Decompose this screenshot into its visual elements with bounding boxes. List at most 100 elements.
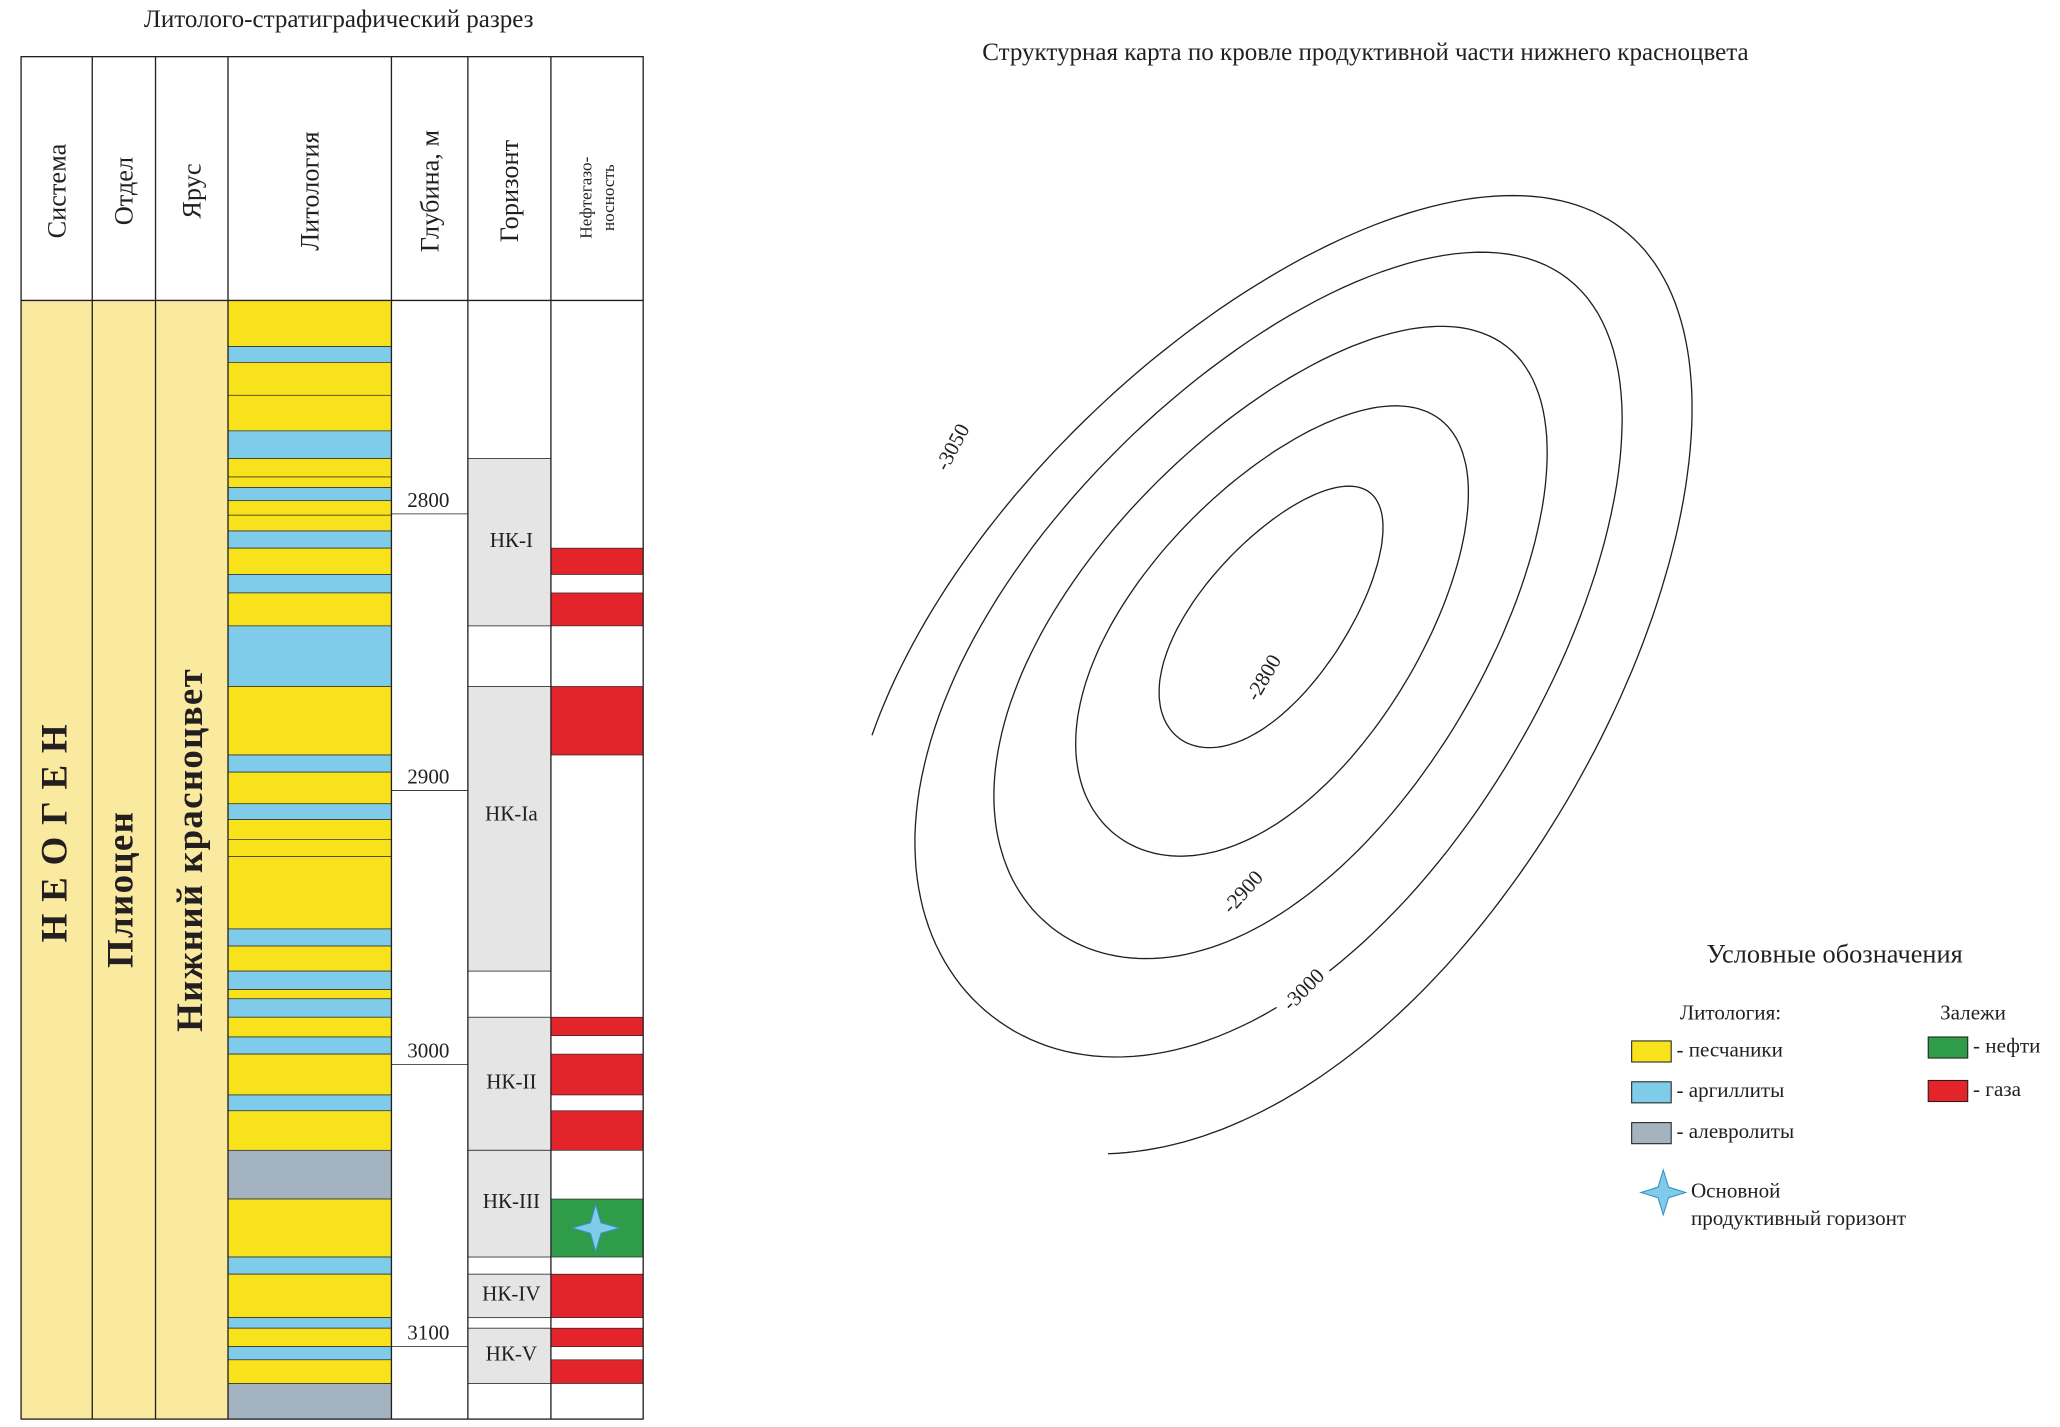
star-icon xyxy=(570,1202,622,1254)
lithology-band xyxy=(227,514,392,532)
lithology-band xyxy=(227,839,392,857)
table-frame xyxy=(20,55,644,1420)
gas-deposit xyxy=(550,1016,644,1036)
label-mask xyxy=(928,414,980,482)
star-icon xyxy=(1639,1168,1688,1217)
lithology-band xyxy=(227,1036,392,1055)
depth-label: 3000 xyxy=(407,1039,449,1063)
legend-item: продуктивный горизонт xyxy=(1691,1206,1906,1230)
lithology-band xyxy=(227,771,392,805)
lithology-band xyxy=(227,430,392,459)
lithology-band xyxy=(227,1016,392,1038)
lithology-band xyxy=(227,1149,392,1200)
contour xyxy=(993,325,1548,960)
swatch-siltstone xyxy=(1631,1122,1672,1145)
legend-title: Условные обозначения xyxy=(1707,940,1963,969)
column-header: носность xyxy=(599,164,618,231)
horizon-label: НК-I xyxy=(490,528,533,552)
column-header: Нефтегазо- xyxy=(577,156,596,238)
label-mask xyxy=(1239,645,1292,712)
horizon-box xyxy=(467,1016,552,1151)
legend-item: - аргиллиты xyxy=(1676,1078,1784,1102)
horizon-label: НК-IV xyxy=(482,1282,541,1306)
lithology-band xyxy=(227,574,392,594)
lithology-band xyxy=(227,487,392,502)
depth-label: 3100 xyxy=(407,1321,449,1345)
lithology-band xyxy=(227,1273,392,1318)
horizon-label: НК-V xyxy=(486,1342,538,1366)
contour xyxy=(871,194,1693,1155)
lithology-band xyxy=(227,989,392,1000)
label-mask xyxy=(1214,861,1275,925)
lithology-band xyxy=(227,1198,392,1258)
lithology-band xyxy=(227,346,392,363)
lithology-band xyxy=(227,500,392,516)
column-header: Система xyxy=(42,143,71,238)
column-header: Горизонт xyxy=(495,139,524,242)
legend-lithology-title: Литология: xyxy=(1680,1000,1781,1024)
horizon-label: НК-Ia xyxy=(485,801,538,825)
lithology-band xyxy=(227,928,392,947)
legend-item: - песчаники xyxy=(1676,1037,1782,1061)
lithology-band xyxy=(227,998,392,1018)
legend-item: Основной xyxy=(1691,1178,1780,1202)
strat-name: Н Е О Г Е Н xyxy=(33,723,74,942)
lithology-band xyxy=(227,592,392,627)
lithology-band xyxy=(227,945,392,972)
label-mask xyxy=(1274,960,1336,1022)
horizon-box xyxy=(467,458,552,627)
lithology-band xyxy=(227,803,392,820)
column-header: Глубина, м xyxy=(415,130,444,253)
strat-name: Плиоцен xyxy=(99,811,140,968)
strat-fill xyxy=(21,300,229,1420)
lithology-band xyxy=(227,1359,392,1384)
lithology-band xyxy=(227,1383,392,1420)
swatch-mudstone xyxy=(1631,1081,1672,1104)
gas-deposit xyxy=(550,1359,644,1384)
contour xyxy=(1158,485,1384,749)
lithology-band xyxy=(227,1094,392,1112)
horizon-box xyxy=(467,1273,552,1319)
lithology-band xyxy=(227,547,392,575)
gas-deposit xyxy=(550,1273,644,1318)
lithology-band xyxy=(227,686,392,756)
legend-item: - газа xyxy=(1973,1077,2022,1101)
lithology-band xyxy=(227,1317,392,1329)
strat-name: Нижний красноцвет xyxy=(169,668,210,1032)
lithology-band xyxy=(227,1110,392,1151)
lithology-band xyxy=(227,300,392,347)
horizon-label: НК-III xyxy=(483,1189,540,1213)
column-header: Отдел xyxy=(110,157,139,225)
horizon-label: НК-II xyxy=(486,1070,536,1094)
depth-label: 2800 xyxy=(407,488,449,512)
gas-deposit xyxy=(550,547,644,575)
lithology-band xyxy=(227,1053,392,1096)
structure-map: -3050-2800-2900-3000 xyxy=(871,194,1693,1155)
legend-item: - нефти xyxy=(1973,1033,2040,1057)
lithology-band xyxy=(227,754,392,773)
section-table: НК-I НК-Ia НК-II НК-III НК-IV НК-V 2800 2900 300… xyxy=(20,55,644,1420)
lithology-band xyxy=(227,1346,392,1361)
legend-item: - алевролиты xyxy=(1676,1119,1794,1143)
horizon-box xyxy=(467,686,552,972)
gas-deposit xyxy=(550,1110,644,1151)
depth-label: 2900 xyxy=(407,765,449,789)
column-header: Ярус xyxy=(177,163,206,218)
lithology-band xyxy=(227,394,392,432)
swatch-gas xyxy=(1927,1079,1969,1103)
gas-deposit xyxy=(550,686,644,756)
gas-deposit xyxy=(550,592,644,627)
lithology-band xyxy=(227,625,392,687)
horizon-box xyxy=(467,1327,552,1384)
contour xyxy=(914,251,1623,1058)
lithology-band xyxy=(227,476,392,488)
gas-deposit xyxy=(550,1327,644,1347)
lithology-band xyxy=(227,1327,392,1347)
swatch-oil xyxy=(1927,1036,1969,1059)
legend-deposits-title: Залежи xyxy=(1940,1000,2006,1024)
gas-deposit xyxy=(550,1053,644,1096)
lithology-band xyxy=(227,458,392,478)
lithology-band xyxy=(227,819,392,840)
